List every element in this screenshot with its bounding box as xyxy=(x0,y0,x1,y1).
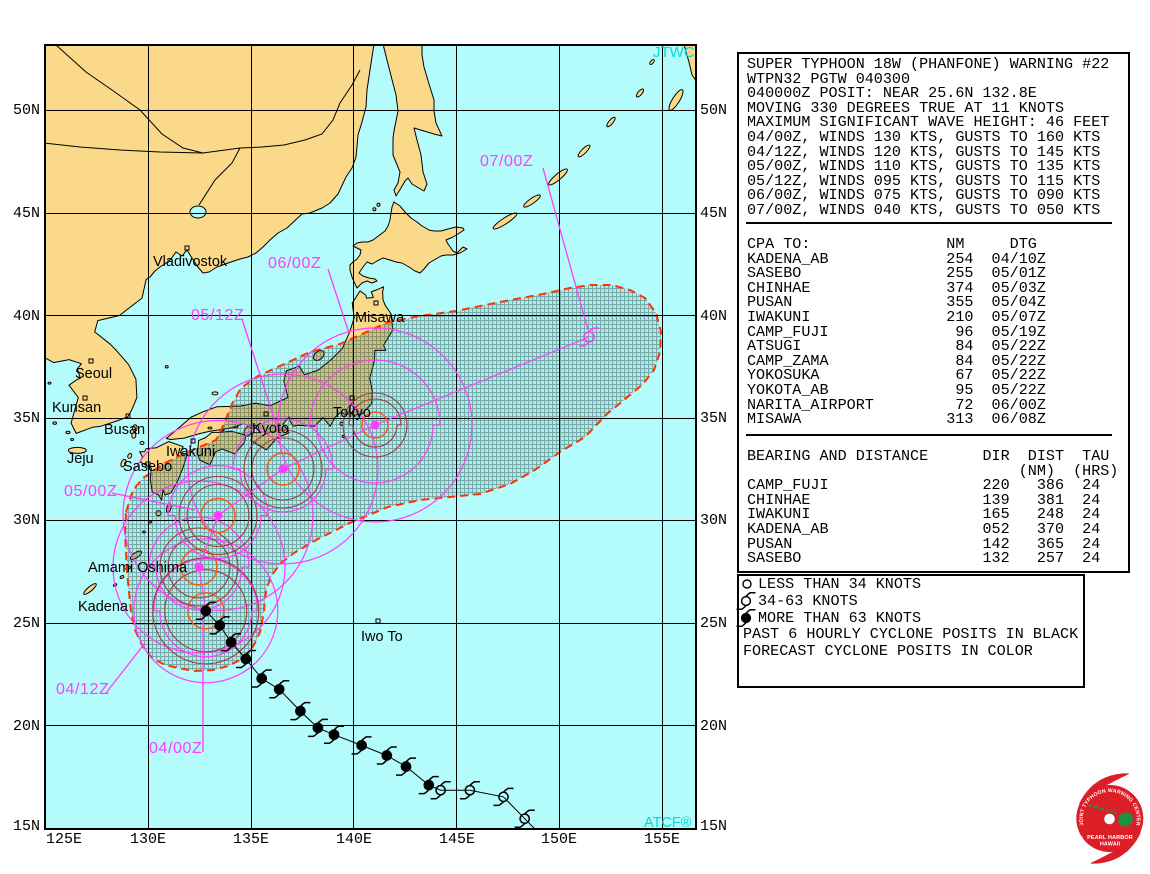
svg-text:JTWC: JTWC xyxy=(1139,839,1146,851)
svg-text:05/00Z: 05/00Z xyxy=(64,483,117,500)
svg-text:Kunsan: Kunsan xyxy=(52,400,101,416)
svg-text:Kadena: Kadena xyxy=(78,599,129,615)
svg-text:HAWAII: HAWAII xyxy=(1100,842,1121,848)
svg-text:Sasebo: Sasebo xyxy=(123,459,172,475)
svg-text:Tokyo: Tokyo xyxy=(333,405,371,421)
svg-text:JTWC: JTWC xyxy=(653,44,695,61)
svg-text:JTWC: JTWC xyxy=(1077,835,1084,847)
svg-text:06/00Z: 06/00Z xyxy=(268,255,321,272)
svg-text:Busan: Busan xyxy=(104,422,145,438)
svg-text:45N: 45N xyxy=(13,205,40,222)
svg-text:35N: 35N xyxy=(13,410,40,427)
svg-text:Iwo To: Iwo To xyxy=(361,629,403,645)
svg-text:Kyoto: Kyoto xyxy=(252,421,289,437)
svg-text:Jeju: Jeju xyxy=(67,451,94,467)
svg-text:130E: 130E xyxy=(130,831,166,848)
svg-text:Vladivostok: Vladivostok xyxy=(153,254,228,270)
svg-text:150E: 150E xyxy=(541,831,577,848)
svg-text:155E: 155E xyxy=(644,831,680,848)
svg-text:Seoul: Seoul xyxy=(75,366,112,382)
svg-text:140E: 140E xyxy=(336,831,372,848)
svg-text:Amami Oshima: Amami Oshima xyxy=(88,560,188,576)
svg-text:125E: 125E xyxy=(46,831,82,848)
svg-text:45N: 45N xyxy=(700,205,727,222)
svg-text:04/00Z: 04/00Z xyxy=(149,740,202,757)
svg-text:50N: 50N xyxy=(13,102,40,119)
svg-text:04/12Z: 04/12Z xyxy=(56,681,109,698)
svg-text:50N: 50N xyxy=(700,102,727,119)
svg-text:40N: 40N xyxy=(13,308,40,325)
svg-text:Iwakuni: Iwakuni xyxy=(166,444,215,460)
svg-text:25N: 25N xyxy=(700,615,727,632)
svg-text:ATCF®: ATCF® xyxy=(644,815,692,831)
svg-text:20N: 20N xyxy=(13,718,40,735)
svg-text:30N: 30N xyxy=(700,512,727,529)
svg-text:40N: 40N xyxy=(700,308,727,325)
svg-text:145E: 145E xyxy=(439,831,475,848)
svg-text:PEARL HARBOR: PEARL HARBOR xyxy=(1087,835,1133,841)
svg-text:05/12Z: 05/12Z xyxy=(191,307,244,324)
svg-text:135E: 135E xyxy=(233,831,269,848)
svg-text:07/00Z: 07/00Z xyxy=(480,153,533,170)
svg-text:15N: 15N xyxy=(13,818,40,835)
svg-text:25N: 25N xyxy=(13,615,40,632)
svg-text:20N: 20N xyxy=(700,718,727,735)
svg-text:15N: 15N xyxy=(700,818,727,835)
svg-text:Misawa: Misawa xyxy=(355,310,405,326)
svg-text:30N: 30N xyxy=(13,512,40,529)
svg-text:35N: 35N xyxy=(700,410,727,427)
